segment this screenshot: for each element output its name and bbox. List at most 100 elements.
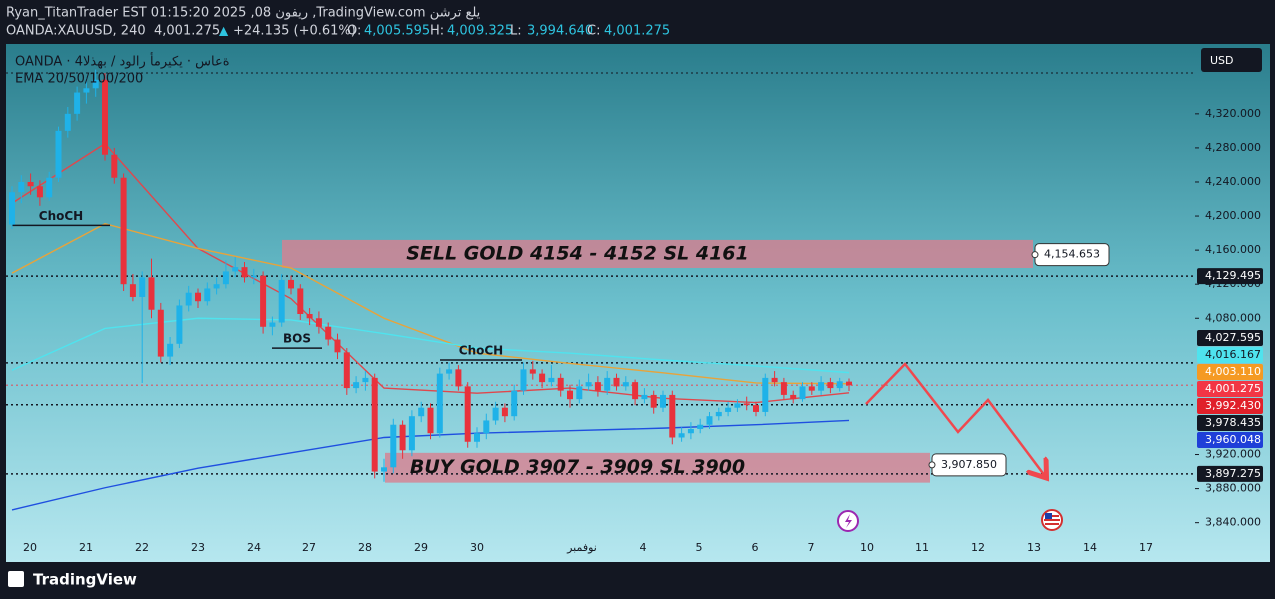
ohlc-key: C:: [587, 24, 600, 39]
annotation-label: ChoCH: [459, 343, 503, 357]
candle-body: [427, 407, 434, 434]
plot-background: [6, 44, 1270, 562]
price-tag: [1197, 268, 1263, 285]
candle-body: [27, 181, 34, 187]
candle-body: [520, 369, 527, 391]
ema-line: [11, 317, 850, 374]
candle-body: [827, 382, 834, 389]
candle-body: [604, 377, 611, 391]
candle-body: [790, 394, 797, 400]
x-tick-label: 6: [752, 541, 759, 554]
candle-body: [464, 386, 471, 442]
price-tag-label: 4,003.110: [1205, 365, 1261, 378]
price-tag: [1197, 431, 1263, 448]
x-tick-label: 10: [860, 541, 874, 554]
ohlc-key: O:: [347, 24, 361, 39]
y-tick-label: 4,080.000: [1205, 311, 1261, 324]
price-tag: [1197, 380, 1263, 397]
candle-body: [269, 322, 276, 327]
zone-price-dot: [1031, 251, 1039, 259]
candle-body: [641, 394, 648, 400]
price-tag: [1197, 329, 1263, 346]
ema-line: [11, 142, 850, 404]
x-tick-label: 29: [414, 541, 428, 554]
price-tag: [1197, 363, 1263, 380]
annotation-label: BOS: [283, 332, 311, 346]
zone-price-label: 4,154.653: [1044, 248, 1100, 261]
candle-body: [622, 382, 629, 387]
candle-body: [325, 326, 332, 340]
candle-body: [148, 277, 155, 310]
candle-body: [771, 377, 778, 383]
candle-body: [64, 113, 71, 131]
ohlc-key: H:: [430, 24, 444, 39]
x-tick-label: 5: [696, 541, 703, 554]
candle-body: [650, 394, 657, 408]
x-tick-label: 14: [1083, 541, 1097, 554]
candle-body: [381, 467, 387, 472]
price-tag-label: 3,992.430: [1205, 399, 1261, 412]
y-tick-label: 4,200.000: [1205, 209, 1261, 222]
candle-body: [687, 428, 694, 434]
candle-body: [455, 369, 462, 387]
candle-body: [36, 186, 43, 198]
candle-body: [557, 377, 564, 391]
candle-body: [762, 377, 769, 412]
candle-body: [176, 305, 183, 344]
candle-body: [167, 343, 174, 357]
zone-label: BUY GOLD 3907 - 3909 SL 3900: [410, 456, 745, 478]
candle-body: [418, 407, 425, 417]
candle-body: [139, 277, 146, 297]
candle-body: [585, 382, 592, 387]
x-tick-label: 20: [23, 541, 37, 554]
currency-label: USD: [1210, 54, 1234, 67]
x-tick-label: 28: [358, 541, 372, 554]
candle-body: [446, 369, 453, 374]
candle-body: [46, 177, 53, 198]
candle-body: [706, 416, 713, 425]
change-arrow: ▲: [219, 24, 229, 38]
candle-body: [74, 92, 81, 114]
candle-body: [353, 382, 360, 389]
candle-body: [232, 267, 239, 272]
candle-body: [288, 279, 294, 289]
candle-body: [836, 381, 843, 389]
annotation-label: ChoCH: [39, 209, 83, 223]
candle-body: [222, 271, 229, 285]
x-tick-label: 24: [247, 541, 261, 554]
y-tick-label: 3,920.000: [1205, 448, 1261, 461]
x-tick-label: 27: [302, 541, 316, 554]
event-icon-bolt: [845, 514, 852, 528]
flag-canton: [1045, 513, 1052, 519]
price-tag-label: 4,016.167: [1205, 348, 1261, 361]
candle-body: [102, 79, 108, 155]
currency-button[interactable]: [1201, 48, 1262, 72]
candle-body: [213, 284, 220, 289]
candle-body: [483, 420, 490, 434]
plot: [6, 69, 1199, 524]
change: +24.135 (+0.61%): [233, 24, 356, 39]
y-tick-label: 3,840.000: [1205, 516, 1261, 529]
projection-arrow: [865, 362, 1045, 476]
candle-body: [539, 373, 546, 383]
x-tick-label: 7: [808, 541, 815, 554]
brand: TradingView: [33, 571, 137, 589]
candle-body: [241, 267, 248, 278]
x-tick-label: 11: [915, 541, 929, 554]
ohlc-key: L:: [510, 24, 522, 39]
x-tick-label: 12: [971, 541, 985, 554]
candle-body: [260, 275, 267, 327]
x-tick-label: 30: [470, 541, 484, 554]
price-tag-label: 3,897.275: [1205, 467, 1261, 480]
candle-body: [780, 382, 787, 395]
candle-body: [725, 407, 732, 412]
price-tag-label: 3,978.435: [1205, 416, 1261, 429]
price-tag-label: 4,001.275: [1205, 382, 1261, 395]
candle-body: [157, 309, 164, 357]
x-tick-label: 22: [135, 541, 149, 554]
candle-body: [492, 407, 499, 421]
candle-body: [697, 424, 704, 429]
candle-body: [678, 433, 685, 438]
